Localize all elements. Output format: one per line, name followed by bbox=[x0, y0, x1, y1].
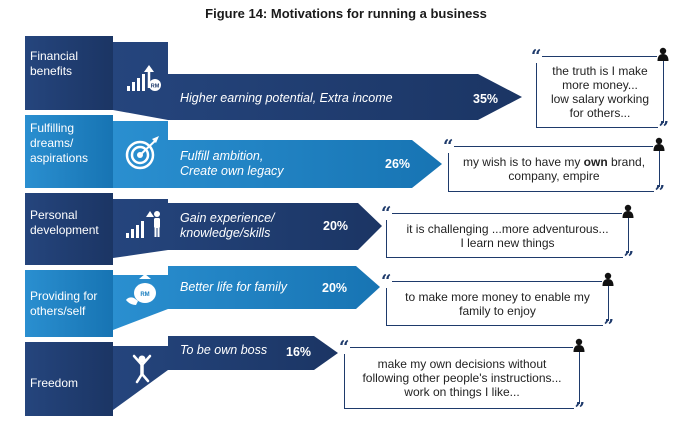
quote-line: I learn new things bbox=[460, 235, 555, 250]
percent-providing: 20% bbox=[322, 281, 348, 295]
quote-line: to make more money to enable my bbox=[405, 289, 590, 304]
percent-personal: 20% bbox=[323, 219, 349, 233]
quote-emphasis: own bbox=[583, 155, 608, 169]
open-quote-icon: “ bbox=[530, 46, 543, 67]
description-providing: Better life for family bbox=[180, 280, 287, 295]
quote-text: make my own decisions without following … bbox=[362, 357, 561, 399]
category-label-financial: Financial benefits bbox=[30, 49, 78, 79]
quote-line: my wish is to have my own brand, bbox=[463, 155, 645, 169]
svg-text:RM: RM bbox=[151, 84, 160, 90]
money-bag-icon: RM bbox=[126, 274, 156, 305]
close-quote-icon: ” bbox=[622, 248, 635, 269]
quote-box-personal: “ it is challenging ...more adventurous.… bbox=[380, 204, 635, 268]
close-quote-icon: ” bbox=[573, 399, 586, 420]
quote-text: the truth is I make more money... low sa… bbox=[551, 64, 649, 120]
category-shape-fulfilling bbox=[25, 115, 113, 188]
open-quote-icon: “ bbox=[380, 203, 393, 224]
category-line: benefits bbox=[30, 64, 73, 78]
person-icon bbox=[602, 272, 614, 286]
quote-text: my wish is to have my own brand, company… bbox=[463, 155, 645, 183]
description-line: Fulfill ambition, bbox=[180, 149, 264, 163]
row-financial-benefits bbox=[25, 36, 522, 120]
category-line: aspirations bbox=[30, 151, 89, 165]
arrow-freedom bbox=[113, 336, 338, 410]
growth-chart-person-icon bbox=[126, 211, 160, 238]
category-line: Financial bbox=[30, 49, 79, 63]
target-icon bbox=[125, 136, 159, 170]
category-line: Providing for bbox=[30, 289, 98, 303]
svg-text:RM: RM bbox=[140, 292, 149, 298]
percent-financial: 35% bbox=[473, 92, 499, 106]
quote-segment: my wish is to have my bbox=[462, 155, 584, 169]
quote-text: to make more money to enable my family t… bbox=[405, 290, 590, 318]
description-freedom: To be own boss bbox=[180, 343, 267, 358]
category-label-providing: Providing for others/self bbox=[30, 289, 97, 319]
category-line: dreams/ bbox=[30, 136, 74, 150]
quote-line: the truth is I make bbox=[552, 64, 648, 78]
percent-freedom: 16% bbox=[286, 345, 312, 359]
close-quote-icon: ” bbox=[653, 182, 666, 203]
category-label-personal: Personal development bbox=[30, 208, 99, 238]
quote-line: more money... bbox=[562, 78, 638, 92]
category-line: Freedom bbox=[30, 376, 79, 390]
category-shape-personal bbox=[25, 193, 113, 265]
category-line: Personal bbox=[30, 208, 78, 222]
row-personal-development bbox=[25, 193, 382, 265]
open-quote-icon: “ bbox=[338, 337, 351, 358]
description-line: Gain experience/ bbox=[180, 211, 275, 225]
category-line: development bbox=[30, 223, 99, 237]
quote-text: it is challenging ...more adventurous...… bbox=[406, 222, 608, 250]
category-label-freedom: Freedom bbox=[30, 376, 78, 391]
person-icon bbox=[653, 137, 665, 151]
quote-line: following other people's instructions... bbox=[362, 371, 562, 385]
quote-box-financial: “ the truth is I make more money... low … bbox=[530, 47, 670, 138]
category-label-fulfilling: Fulfilling dreams/ aspirations bbox=[30, 121, 88, 166]
description-fulfilling: Fulfill ambition, Create own legacy bbox=[180, 149, 284, 179]
description-line: Better life for family bbox=[180, 280, 287, 294]
arrow-fulfilling bbox=[113, 121, 442, 188]
quote-line: for others... bbox=[569, 106, 631, 120]
description-line: knowledge/skills bbox=[180, 226, 271, 240]
category-line: Fulfilling bbox=[30, 121, 75, 135]
figure-title: Figure 14: Motivations for running a bus… bbox=[205, 6, 487, 21]
category-line: others/self bbox=[30, 304, 86, 318]
quote-line: it is challenging ...more adventurous... bbox=[406, 221, 609, 236]
growth-chart-money-icon: RM bbox=[127, 65, 161, 91]
quote-line: make my own decisions without bbox=[377, 357, 547, 371]
quote-box-fulfilling: “ my wish is to have my own brand, compa… bbox=[442, 137, 666, 202]
person-icon bbox=[622, 204, 634, 218]
row-providing bbox=[25, 266, 380, 337]
person-icon bbox=[573, 338, 585, 352]
close-quote-icon: ” bbox=[602, 316, 615, 337]
arrow-financial bbox=[113, 42, 522, 120]
quote-line: low salary working bbox=[550, 92, 650, 106]
arrow-personal bbox=[113, 199, 382, 258]
row-fulfilling-dreams bbox=[25, 115, 442, 188]
open-quote-icon: “ bbox=[380, 271, 393, 292]
person-icon bbox=[657, 47, 669, 61]
celebrating-person-icon bbox=[132, 354, 152, 384]
description-line: To be own boss bbox=[180, 343, 268, 357]
quote-line: work on things I like... bbox=[404, 385, 520, 399]
category-shape-freedom bbox=[25, 342, 113, 416]
quote-line: company, empire bbox=[508, 169, 600, 183]
description-line: Higher earning potential, Extra income bbox=[180, 91, 393, 105]
quote-box-providing: “ to make more money to enable my family… bbox=[380, 272, 615, 336]
description-line: Create own legacy bbox=[180, 164, 284, 178]
percent-fulfilling: 26% bbox=[385, 157, 411, 171]
category-shape-providing bbox=[25, 270, 113, 337]
close-quote-icon: ” bbox=[657, 118, 670, 139]
quote-line: family to enjoy bbox=[459, 303, 536, 318]
quote-segment: brand, bbox=[607, 155, 646, 169]
open-quote-icon: “ bbox=[442, 136, 455, 157]
category-shape-financial bbox=[25, 36, 113, 110]
description-personal: Gain experience/ knowledge/skills bbox=[180, 211, 275, 241]
quote-box-freedom: “ make my own decisions without followin… bbox=[338, 338, 586, 419]
arrow-providing bbox=[113, 266, 380, 330]
description-financial: Higher earning potential, Extra income bbox=[180, 91, 393, 106]
row-freedom bbox=[25, 336, 338, 416]
